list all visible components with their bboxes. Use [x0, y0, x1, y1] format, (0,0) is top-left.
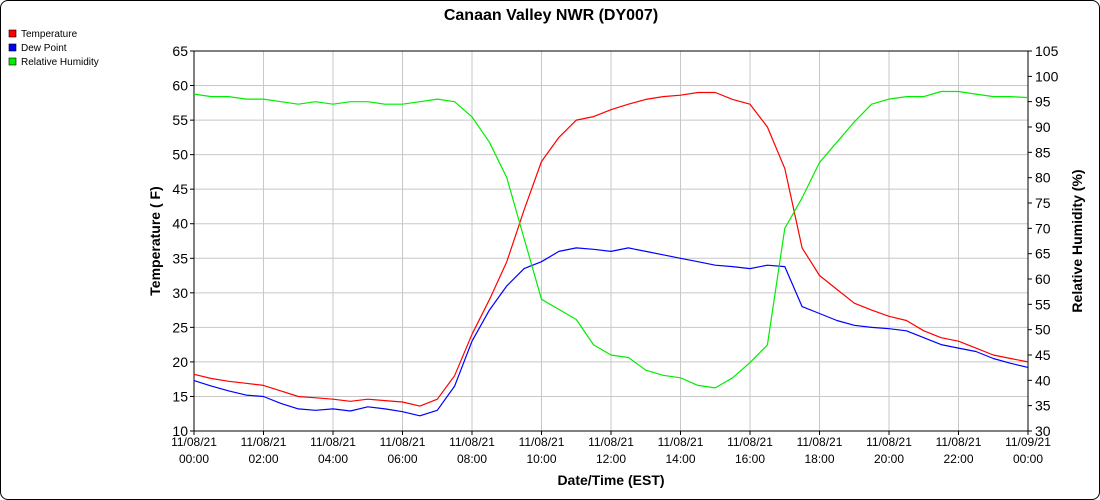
y-tick-label: 20 — [172, 354, 188, 370]
x-tick-date: 11/08/21 — [449, 435, 495, 449]
x-tick-date: 11/08/21 — [241, 435, 287, 449]
relative-humidity-legend-label: Relative Humidity — [21, 57, 99, 68]
chart-title: Canaan Valley NWR (DY007) — [444, 7, 658, 24]
x-tick-date: 11/09/21 — [1005, 435, 1051, 449]
series-layer — [193, 90, 1029, 417]
y2-tick-label: 30 — [1035, 423, 1051, 439]
x-tick-date: 11/08/21 — [797, 435, 843, 449]
y-tick-label: 50 — [172, 147, 188, 163]
grid — [193, 50, 1029, 432]
dew-point-legend-swatch — [8, 43, 17, 52]
x-tick-time: 12:00 — [596, 452, 626, 466]
x-tick-time: 20:00 — [874, 452, 904, 466]
x-tick-time: 18:00 — [804, 452, 834, 466]
y-tick-label: 15 — [172, 388, 188, 404]
x-tick-date: 11/08/21 — [380, 435, 426, 449]
y-axis-title: Temperature ( F) — [147, 186, 163, 295]
temperature-line — [193, 91, 1029, 407]
y2-axis-title: Relative Humidity (%) — [1069, 169, 1085, 312]
y2-tick-label: 85 — [1035, 144, 1051, 160]
x-tick-time: 08:00 — [457, 452, 487, 466]
y2-tick-label: 40 — [1035, 372, 1051, 388]
y2-tick-label: 55 — [1035, 296, 1051, 312]
relative-humidity-line — [193, 90, 1029, 389]
y-tick-label: 45 — [172, 181, 188, 197]
y2-tick-label: 105 — [1035, 43, 1059, 59]
y2-tick-label: 100 — [1035, 68, 1059, 84]
y-tick-label: 60 — [172, 78, 188, 94]
x-tick-time: 00:00 — [179, 452, 209, 466]
x-axis-title: Date/Time (EST) — [557, 472, 664, 488]
x-tick-time: 22:00 — [943, 452, 973, 466]
y-tick-label: 55 — [172, 112, 188, 128]
relative-humidity-legend-swatch — [8, 57, 17, 66]
x-tick-date: 11/08/21 — [171, 435, 217, 449]
x-tick-time: 04:00 — [318, 452, 348, 466]
legend: Temperature Dew Point Relative Humidity — [8, 29, 99, 68]
y2-tick-label: 90 — [1035, 119, 1051, 135]
y2-tick-label: 95 — [1035, 94, 1051, 110]
y2-tick-label: 50 — [1035, 322, 1051, 338]
y2-tick-label: 35 — [1035, 398, 1051, 414]
y-tick-label: 40 — [172, 216, 188, 232]
y2-tick-label: 70 — [1035, 220, 1051, 236]
x-tick-time: 06:00 — [387, 452, 417, 466]
x-tick-time: 16:00 — [735, 452, 765, 466]
y-tick-label: 25 — [172, 319, 188, 335]
y2-tick-label: 45 — [1035, 347, 1051, 363]
x-tick-date: 11/08/21 — [727, 435, 773, 449]
x-tick-date: 11/08/21 — [866, 435, 912, 449]
x-tick-date: 11/08/21 — [658, 435, 704, 449]
temperature-legend-label: Temperature — [21, 29, 78, 40]
left-axis: 10 15 20 25 30 35 40 45 50 55 60 65 — [172, 43, 194, 439]
y-tick-label: 65 — [172, 43, 188, 59]
x-tick-time: 14:00 — [665, 452, 695, 466]
x-tick-time: 02:00 — [248, 452, 278, 466]
y-tick-label: 35 — [172, 250, 188, 266]
y2-tick-label: 75 — [1035, 195, 1051, 211]
y-tick-label: 30 — [172, 285, 188, 301]
right-axis: 30 35 40 45 50 55 60 65 70 75 80 85 90 95 100 105 — [1028, 43, 1059, 439]
x-tick-time: 10:00 — [526, 452, 556, 466]
x-tick-date: 11/08/21 — [588, 435, 634, 449]
dew-point-legend-label: Dew Point — [21, 43, 67, 54]
x-tick-time: 00:00 — [1013, 452, 1043, 466]
x-tick-date: 11/08/21 — [519, 435, 565, 449]
y2-tick-label: 65 — [1035, 246, 1051, 262]
y-tick-label: 10 — [172, 423, 188, 439]
dew-point-line — [193, 247, 1029, 417]
x-tick-date: 11/08/21 — [936, 435, 982, 449]
x-axis: 11/08/21 00:00 11/08/21 02:00 11/08/21 04:00 1… — [171, 431, 1051, 466]
y2-tick-label: 80 — [1035, 170, 1051, 186]
y2-tick-label: 60 — [1035, 271, 1051, 287]
x-tick-date: 11/08/21 — [310, 435, 356, 449]
temperature-legend-swatch — [8, 29, 17, 38]
